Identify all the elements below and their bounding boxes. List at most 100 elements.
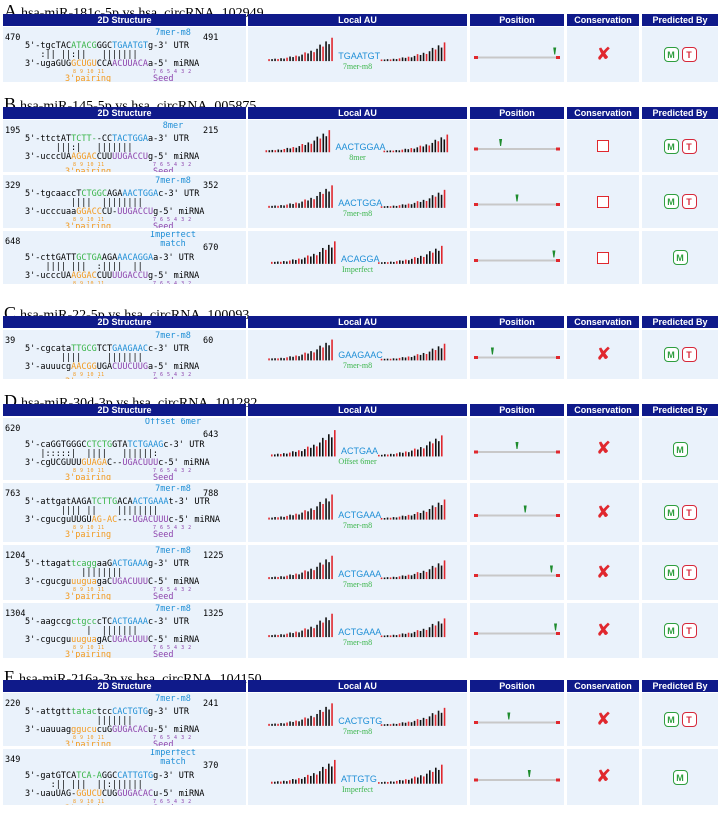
au-bar: [443, 42, 446, 62]
au-bar: [413, 720, 416, 726]
au-bar: [398, 634, 401, 638]
miranda-badge: M: [672, 769, 688, 785]
au-bar: [325, 498, 327, 520]
au-bar: [407, 356, 410, 361]
site-type-label: Imperfect match: [149, 749, 197, 767]
au-bar: [331, 766, 333, 784]
au-bar: [425, 571, 428, 580]
au-bar: [440, 505, 443, 520]
utr-sequence: 5'-caGGTGGGCCTCTGGTATCTGAAGc-3': [25, 440, 184, 450]
panel-letter: E: [4, 667, 15, 687]
pairing-bars: |:::::| |||| ||||||:: [25, 449, 159, 459]
au-bar: [322, 503, 324, 520]
site-start: 195: [5, 126, 21, 136]
mirna-sequence: 3'-cgucguUUGUAG-AC---UGACUUUc-5': [25, 515, 189, 525]
au-bar: [313, 352, 315, 361]
au-bar: [325, 41, 327, 62]
au-bar: [268, 59, 270, 62]
au-bar: [413, 513, 416, 520]
au-bar: [383, 517, 386, 520]
mirna-sequence: 3'-cgUCGUUUGUAGAC--UGACUUUc-5': [25, 458, 179, 468]
pairing-numbers: 8 9 10 11: [73, 217, 105, 223]
au-bar: [426, 445, 428, 457]
cell-structure: 1204 7mer-m8 1225 5'-ttagattcaggaaGACTGAAAg…: [3, 545, 246, 600]
au-bar: [419, 513, 422, 520]
site-position-marker: [507, 712, 511, 720]
au-bar: [431, 565, 434, 580]
cell-position: [470, 418, 564, 480]
au-bar: [268, 358, 270, 361]
au-bar: [417, 449, 419, 457]
site-position-marker: [499, 139, 503, 146]
site-position-marker: [554, 623, 558, 631]
pairing-numbers: 8 9 10 11: [73, 525, 105, 531]
au-bar: [413, 573, 416, 580]
cell-conservation: ✘: [567, 545, 639, 600]
au-bar: [307, 718, 309, 726]
au-bar: [283, 780, 285, 784]
au-bar: [402, 260, 404, 264]
column-header-structure: 2D Structure: [3, 680, 246, 692]
au-site-type: 7mer-m8: [342, 726, 373, 736]
site-type-label: 7mer-m8: [155, 546, 191, 556]
mirna-label: miRNA: [173, 635, 200, 645]
au-bar: [283, 58, 285, 62]
cell-conservation: [567, 120, 639, 172]
au-bar: [416, 719, 419, 726]
transcript-start-cap: [474, 356, 478, 359]
transcript-end-cap: [556, 203, 560, 206]
au-bar: [310, 351, 312, 361]
au-bar: [380, 577, 383, 580]
pairing-label: 3'pairing: [65, 530, 112, 540]
site-end: 241: [203, 699, 219, 709]
au-bar: [438, 441, 440, 457]
mirna-sequence: 3'-uauUAG-GGUCUCUGGUGACACu-5': [25, 789, 174, 799]
utr-label: UTR: [173, 344, 189, 354]
au-bar: [280, 516, 282, 520]
site-position-marker: [527, 770, 531, 777]
transcript-line: [476, 148, 558, 150]
cell-conservation: ✘: [567, 749, 639, 805]
au-bar: [283, 516, 285, 520]
au-bar: [414, 257, 416, 264]
au-bar: [440, 47, 443, 62]
site-type-label: 8mer: [162, 121, 184, 131]
au-bar: [292, 57, 294, 62]
au-bar: [277, 781, 279, 784]
transcript-line: [476, 721, 558, 724]
au-bar: [404, 148, 407, 153]
position-track: [474, 47, 560, 59]
au-bar: [274, 634, 276, 638]
au-bar: [407, 149, 410, 153]
miranda-badge: M: [672, 250, 688, 265]
au-bar: [428, 145, 431, 153]
cell-structure: 195 8mer 215 5'-ttctATTCTT--CCTACTGGAa-3' UT…: [3, 120, 246, 172]
cell-au: ACTGAA Offset 6mer: [248, 418, 467, 480]
au-bar: [440, 565, 443, 580]
au-bar: [441, 435, 443, 457]
seed-numbers: 7 6 5 4 3 2: [153, 372, 192, 378]
not-conserved-cross-icon: ✘: [596, 766, 612, 787]
utr-sequence: 5'-tgcTACATACGGGCTGAATGTg-3': [25, 41, 169, 51]
au-bar: [313, 570, 315, 580]
au-bar: [271, 577, 273, 580]
au-bar: [271, 59, 273, 62]
pairing-label: 3'pairing: [65, 650, 112, 658]
au-bar: [319, 562, 321, 580]
utr-label: UTR: [178, 253, 195, 263]
au-bar: [440, 623, 443, 638]
pairing-bars: ||||||||: [25, 568, 123, 578]
utr-sequence: 5'-aagccgctgcccTCACTGAAAc-3': [25, 617, 169, 627]
pairing-label: 3'pairing: [65, 473, 112, 480]
au-bar: [322, 347, 324, 361]
au-bar: [387, 781, 389, 784]
au-bar-plot: [268, 185, 446, 208]
au-bar: [325, 342, 327, 361]
au-bar: [407, 721, 410, 726]
au-bar: [325, 617, 327, 638]
au-bar: [399, 779, 401, 784]
au-bar: [389, 206, 392, 208]
site-end: 670: [203, 243, 219, 253]
